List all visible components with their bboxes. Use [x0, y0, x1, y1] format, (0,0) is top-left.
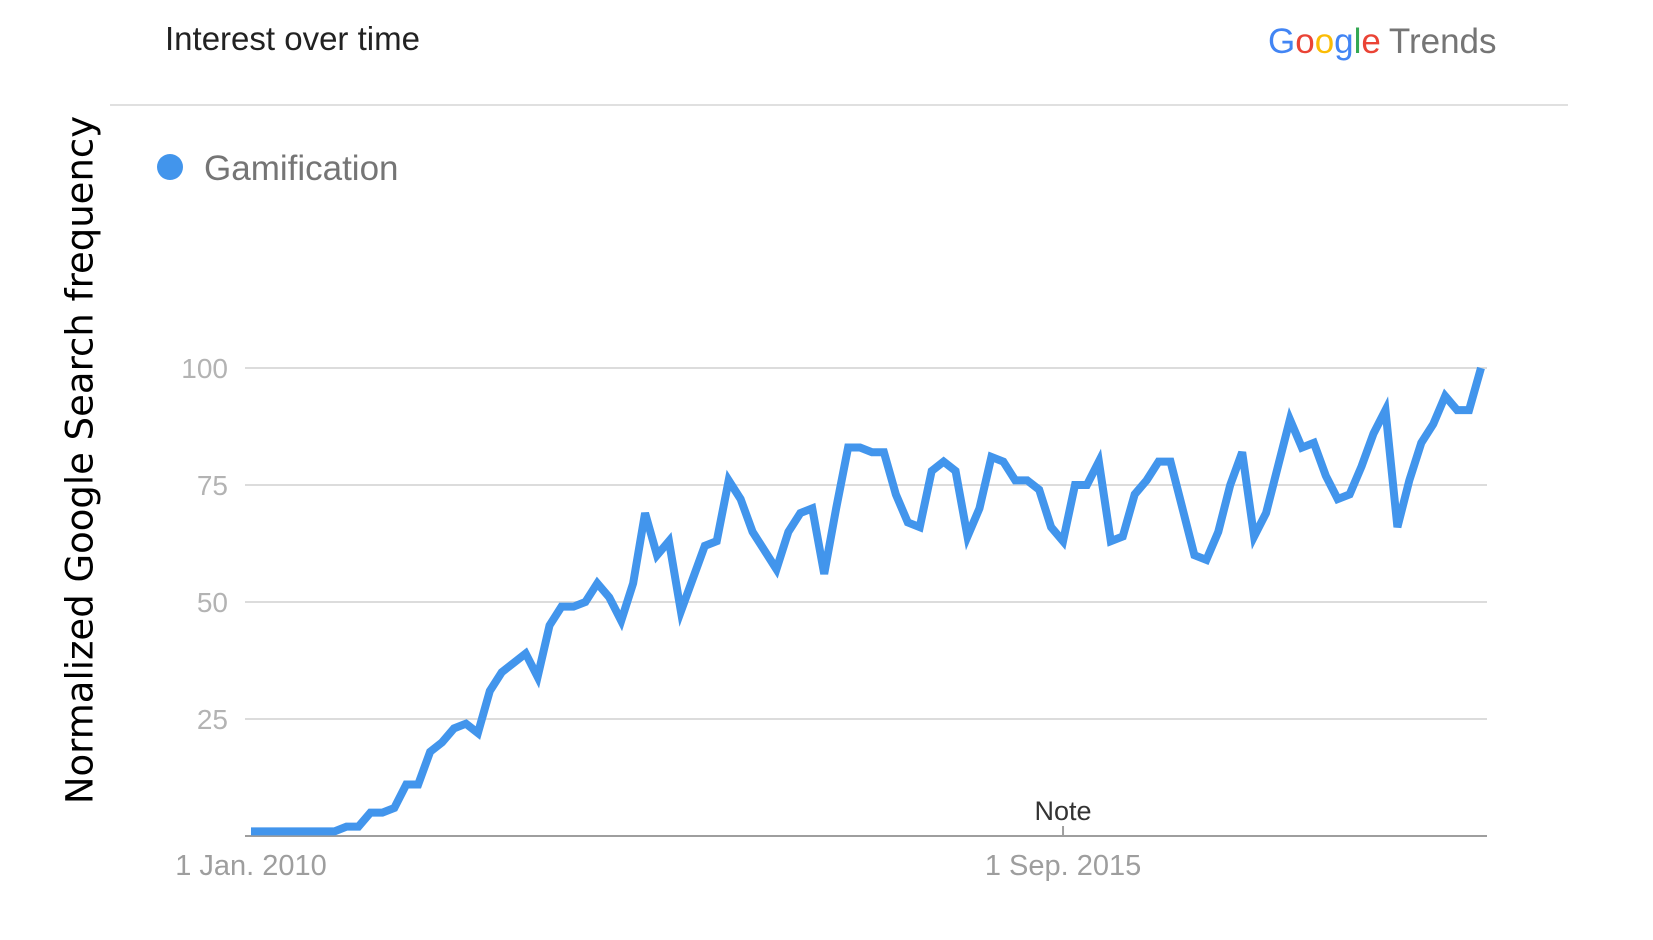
- page-title: Interest over time: [165, 20, 420, 57]
- header-divider: [110, 104, 1568, 106]
- y-tick-label: 50: [197, 587, 228, 618]
- legend-label: Gamification: [204, 149, 399, 188]
- google-trends-logo: Google Trends: [1268, 22, 1497, 62]
- x-tick-label: 1 Sep. 2015: [985, 850, 1141, 882]
- brand-letter: l: [1353, 22, 1362, 61]
- x-tick-label: 1 Jan. 2010: [175, 850, 327, 882]
- y-tick-label: 100: [181, 353, 228, 384]
- brand-trends-label: Trends: [1388, 22, 1497, 61]
- y-tick-label: 25: [197, 704, 228, 735]
- brand-google-wordmark: Google: [1268, 22, 1381, 61]
- brand-letter: o: [1314, 22, 1335, 61]
- brand-letter: e: [1361, 22, 1381, 61]
- legend-marker: [157, 154, 183, 180]
- note-label: Note: [1035, 796, 1092, 826]
- brand-letter: o: [1295, 22, 1315, 61]
- brand-letter: G: [1268, 22, 1296, 61]
- series-line-gamification: [251, 366, 1485, 836]
- y-tick-label: 75: [197, 470, 228, 501]
- brand-letter: g: [1334, 22, 1354, 61]
